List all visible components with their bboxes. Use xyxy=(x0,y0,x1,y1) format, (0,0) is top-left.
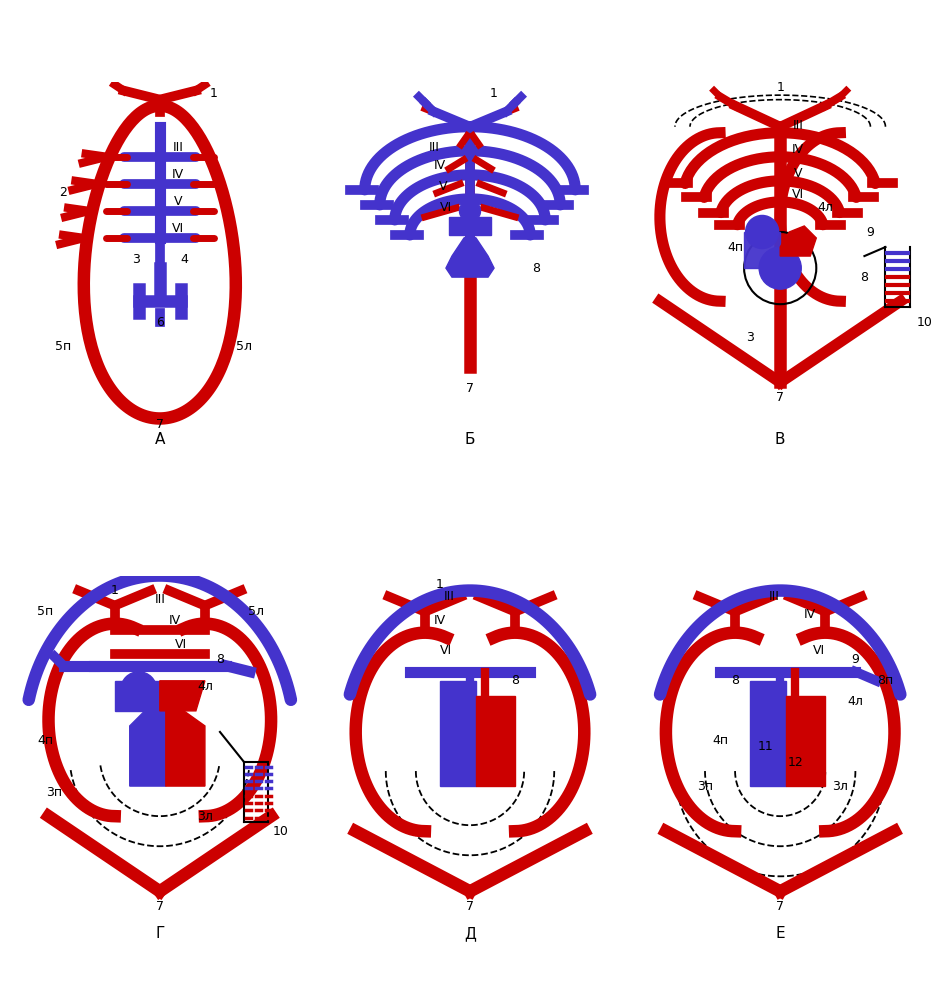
Polygon shape xyxy=(446,235,494,277)
Text: 4п: 4п xyxy=(38,735,54,748)
Polygon shape xyxy=(130,702,165,786)
Text: 1: 1 xyxy=(111,584,118,597)
Text: 3п: 3п xyxy=(46,785,63,798)
Text: 7: 7 xyxy=(466,382,474,395)
Text: 3л: 3л xyxy=(833,779,848,792)
Text: 1: 1 xyxy=(210,87,218,100)
Text: 5л: 5л xyxy=(248,605,264,618)
Polygon shape xyxy=(473,217,491,235)
Text: 4: 4 xyxy=(180,253,188,265)
Text: VI: VI xyxy=(792,187,805,201)
Text: 4л: 4л xyxy=(197,680,212,694)
Text: VI: VI xyxy=(440,644,452,657)
Text: 4л: 4л xyxy=(848,696,863,709)
Text: VI: VI xyxy=(172,223,184,236)
Text: 8: 8 xyxy=(511,674,519,687)
Polygon shape xyxy=(165,711,205,786)
Text: 3: 3 xyxy=(746,331,754,344)
Text: 2: 2 xyxy=(59,186,68,200)
Text: V: V xyxy=(174,196,182,209)
Text: 7: 7 xyxy=(156,418,164,431)
Text: 3п: 3п xyxy=(697,779,713,792)
Text: IV: IV xyxy=(434,159,446,172)
Text: 12: 12 xyxy=(788,756,803,768)
Text: 7: 7 xyxy=(776,391,784,404)
Polygon shape xyxy=(160,680,205,711)
Circle shape xyxy=(120,671,157,708)
Text: 8: 8 xyxy=(532,262,540,274)
Text: 5л: 5л xyxy=(236,340,252,353)
Text: А: А xyxy=(154,432,165,448)
Text: IV: IV xyxy=(172,168,184,181)
Text: 1: 1 xyxy=(436,578,444,591)
Text: 4п: 4п xyxy=(712,735,728,748)
Text: Е: Е xyxy=(776,926,785,941)
Polygon shape xyxy=(449,217,467,235)
Text: III: III xyxy=(154,593,165,606)
Polygon shape xyxy=(115,680,160,711)
Text: 7: 7 xyxy=(776,900,784,913)
Text: IV: IV xyxy=(792,143,805,156)
Text: 4п: 4п xyxy=(727,241,744,254)
Text: 6: 6 xyxy=(156,316,164,329)
Text: V: V xyxy=(439,180,447,194)
Polygon shape xyxy=(780,226,816,256)
Text: 7: 7 xyxy=(466,900,474,913)
Text: 8: 8 xyxy=(216,653,224,666)
Text: Г: Г xyxy=(155,926,164,941)
Text: 9: 9 xyxy=(867,226,874,239)
Text: 8: 8 xyxy=(731,674,739,687)
Text: 8п: 8п xyxy=(877,674,894,687)
Text: IV: IV xyxy=(434,614,446,627)
Text: III: III xyxy=(429,141,439,154)
Text: Б: Б xyxy=(464,432,476,448)
Text: 10: 10 xyxy=(273,825,288,838)
Text: 8: 8 xyxy=(860,270,869,283)
Text: III: III xyxy=(172,141,183,154)
Text: IV: IV xyxy=(805,608,816,621)
Text: 5п: 5п xyxy=(38,605,54,618)
Text: III: III xyxy=(769,590,779,603)
Polygon shape xyxy=(440,680,476,786)
Text: 3: 3 xyxy=(132,253,140,265)
Text: 4л: 4л xyxy=(818,202,833,215)
Text: VI: VI xyxy=(440,202,452,215)
Circle shape xyxy=(460,201,480,222)
Text: IV: IV xyxy=(169,614,180,627)
Text: 7: 7 xyxy=(156,900,164,913)
Text: 9: 9 xyxy=(852,653,859,666)
Text: VI: VI xyxy=(813,644,825,657)
Polygon shape xyxy=(750,680,786,786)
Text: VI: VI xyxy=(175,638,187,651)
Text: III: III xyxy=(792,119,804,132)
Text: III: III xyxy=(444,590,454,603)
Polygon shape xyxy=(744,232,780,268)
Polygon shape xyxy=(476,696,515,786)
Circle shape xyxy=(745,216,778,249)
Text: 1: 1 xyxy=(490,87,498,100)
Text: V: V xyxy=(794,167,803,179)
Text: Д: Д xyxy=(464,926,476,941)
Circle shape xyxy=(760,247,801,289)
Polygon shape xyxy=(786,696,825,786)
Text: 1: 1 xyxy=(776,81,784,94)
Text: 10: 10 xyxy=(916,316,932,329)
Text: В: В xyxy=(775,432,786,448)
Text: 11: 11 xyxy=(758,741,773,753)
Text: 5п: 5п xyxy=(55,340,71,353)
Text: 3л: 3л xyxy=(197,809,212,823)
